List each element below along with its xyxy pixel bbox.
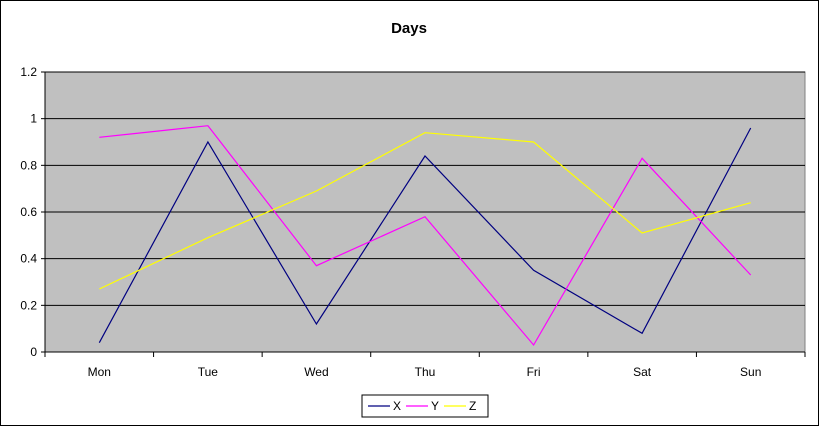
x-tick-label: Fri [527, 365, 541, 379]
series-line-y [99, 125, 752, 347]
y-tick-label: 1.2 [20, 65, 37, 79]
legend-label-z: Z [469, 399, 476, 413]
y-tick-label: 0.2 [20, 298, 37, 312]
x-tick-label: Mon [88, 365, 111, 379]
legend-label-y: Y [431, 399, 439, 413]
legend: X Y Z [361, 394, 489, 418]
gridlines [45, 71, 805, 306]
y-tick-label: 0.4 [20, 252, 37, 266]
x-tick-label: Tue [198, 365, 219, 379]
series-lines [98, 125, 752, 347]
chart-title: Days [391, 20, 427, 37]
x-tick-label: Sat [633, 365, 652, 379]
series-line-z [99, 132, 751, 290]
y-tick-label: 0 [30, 345, 37, 359]
legend-label-x: X [393, 399, 401, 413]
y-tick-label: 0.6 [20, 205, 37, 219]
y-tick-label: 0.8 [20, 158, 37, 172]
y-tick-label: 1 [30, 112, 37, 126]
x-tick-label: Thu [415, 365, 436, 379]
x-tick-label: Wed [304, 365, 328, 379]
x-tick-label: Sun [740, 365, 761, 379]
series-line-x [98, 127, 752, 343]
axes: 0 0.2 0.4 0.6 0.8 1 1.2 Mon Tue Wed Thu Fri Sat Sun [20, 65, 806, 379]
